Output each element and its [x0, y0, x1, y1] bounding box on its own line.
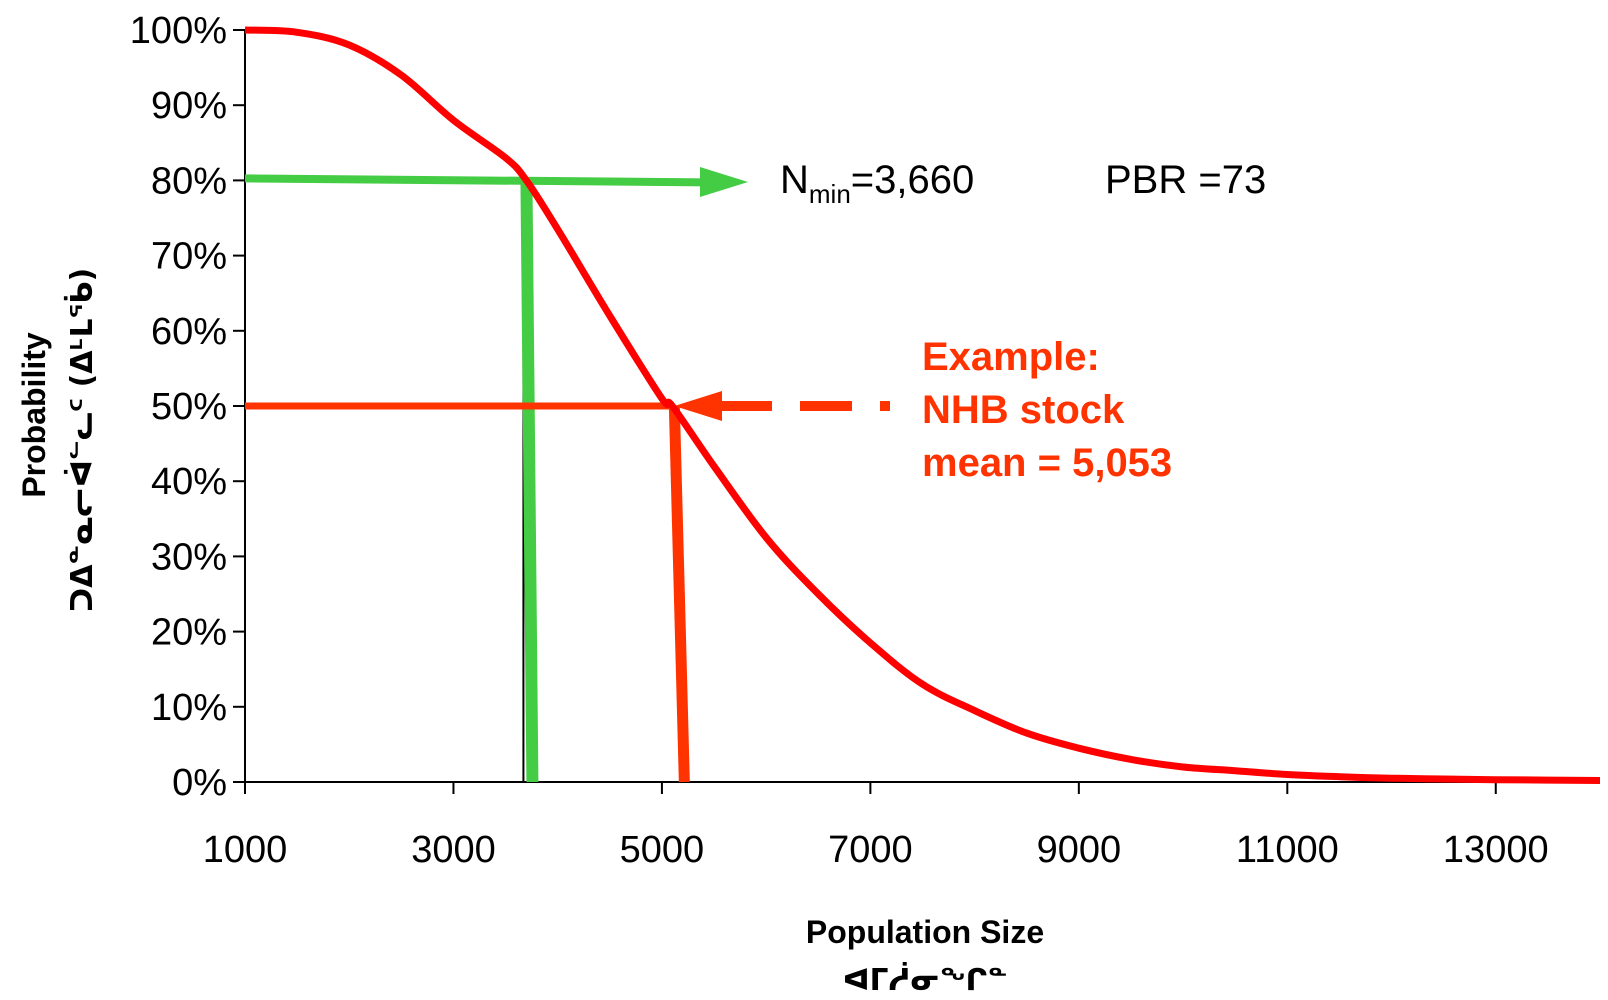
nmin-arrow-head: [700, 167, 748, 197]
y-tick-label: 40%: [151, 461, 227, 503]
y-tick-label: 90%: [151, 85, 227, 127]
nmin-guides: [244, 167, 748, 783]
y-tick-label: 70%: [151, 236, 227, 278]
x-tick-label: 1000: [203, 829, 288, 871]
x-tick-label: 7000: [828, 829, 913, 871]
mean-label-line-3: mean = 5,053: [922, 441, 1172, 485]
pbr-label: PBR =73: [1105, 158, 1266, 202]
x-axis-title: Population Size ᐊᒥᓲᓂᖏᓐ: [806, 914, 1044, 998]
y-tick-label: 50%: [151, 386, 227, 428]
x-tick-label: 9000: [1037, 829, 1122, 871]
nmin-label: Nmin=3,660: [780, 158, 974, 209]
mean-guides: [245, 391, 890, 783]
nmin-base: N: [780, 158, 809, 202]
y-tick-label: 10%: [151, 687, 227, 729]
x-axis-label: Population Size: [806, 914, 1044, 950]
mean-label-line-2: NHB stock: [922, 388, 1125, 432]
nmin-vertical-line: [520, 180, 539, 783]
nmin-value: =3,660: [851, 158, 974, 202]
x-axis-sub-label: ᐊᒥᓲᓂᖏᓐ: [843, 961, 1008, 998]
x-tick-label: 5000: [620, 829, 705, 871]
annotations: Nmin=3,660 PBR =73 Example: NHB stock me…: [780, 158, 1266, 485]
mean-arrow-head: [674, 391, 722, 421]
mean-label-line-1: Example:: [922, 335, 1100, 379]
x-tick-label: 3000: [411, 829, 496, 871]
nmin-sub: min: [809, 179, 851, 209]
probability-curve: [244, 26, 1601, 784]
y-axis-sub-label: ᑐᐃᓐᓇᓕᐋᓪᓚᑦ (ᐃᒻᒪᖄ): [63, 268, 100, 613]
y-tick-label: 80%: [151, 160, 227, 202]
y-axis-title: Probability ᑐᐃᓐᓇᓕᐋᓪᓚᑦ (ᐃᒻᒪᖄ): [16, 268, 100, 613]
x-tick-label: 11000: [1236, 829, 1339, 871]
y-ticks: 0% 10% 20% 30% 40% 50% 60% 70% 80% 90% 100%: [130, 10, 245, 804]
y-axis-label: Probability: [16, 332, 52, 498]
y-tick-label: 100%: [130, 10, 227, 52]
y-tick-label: 60%: [151, 311, 227, 353]
y-tick-label: 0%: [172, 762, 227, 804]
nmin-horizontal-line: [244, 174, 706, 187]
x-tick-label: 13000: [1443, 829, 1549, 871]
y-tick-label: 30%: [151, 536, 227, 578]
y-tick-label: 20%: [151, 612, 227, 654]
x-ticks: 1000 3000 5000 7000 9000 11000 13000: [203, 782, 1549, 871]
mean-vertical-line: [668, 405, 690, 783]
